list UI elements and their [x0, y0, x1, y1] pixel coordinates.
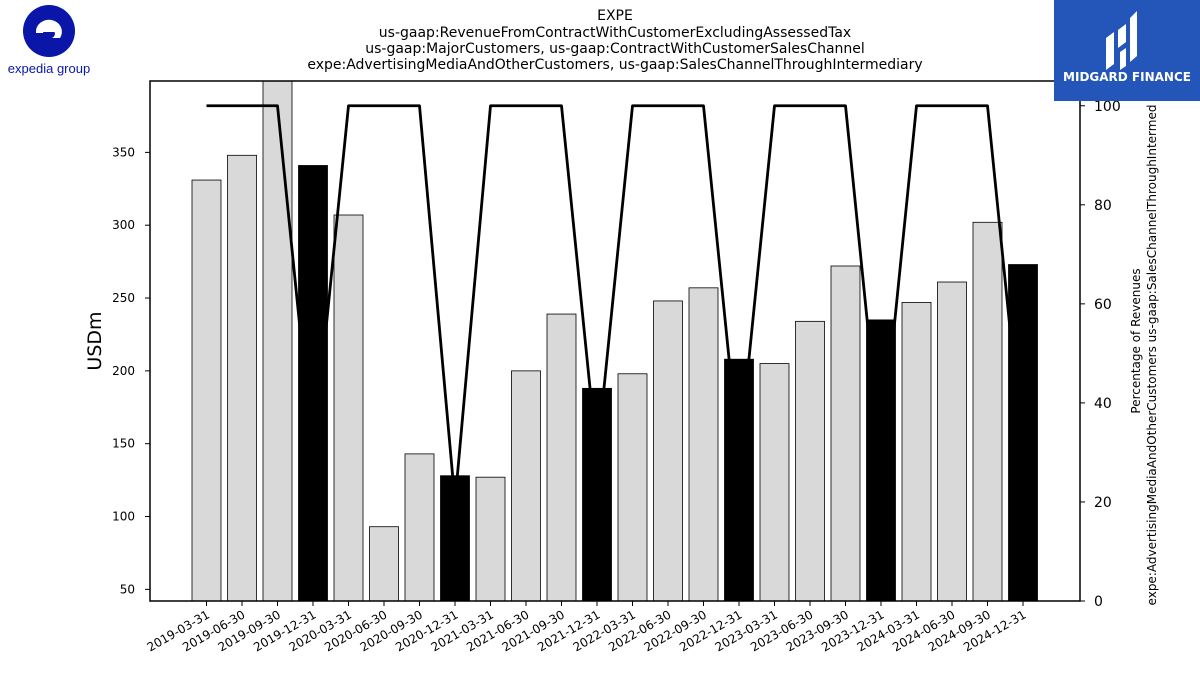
bar-2020-03-31 — [333, 214, 364, 601]
chart-title-line-3: us-gaap:MajorCustomers, us-gaap:Contract… — [365, 41, 865, 57]
bar-2023-09-30 — [830, 265, 861, 601]
bar-2022-12-31 — [724, 358, 754, 601]
y-left-tick-label-200: 200 — [112, 364, 135, 378]
bar-2019-03-31 — [191, 179, 222, 601]
y-left-tick-label-350: 350 — [112, 145, 135, 159]
bar-2021-12-31 — [582, 387, 612, 601]
bar-2022-06-30 — [653, 300, 683, 601]
chart-title: EXPE us-gaap:RevenueFromContractWithCust… — [307, 8, 922, 73]
y-axis-right: 0 20 40 60 80 100 — [1080, 99, 1121, 610]
bar-2021-09-30 — [546, 313, 577, 601]
bar-2019-09-30 — [262, 81, 293, 601]
plot-frame — [149, 80, 1081, 602]
bar-2022-09-30 — [688, 287, 719, 601]
y-axis-label-left: USDm — [84, 311, 106, 370]
y-right-tick-label-20: 20 — [1094, 495, 1112, 511]
chart-title-line-2: us-gaap:RevenueFromContractWithCustomerE… — [379, 25, 851, 41]
bar-2023-03-31 — [759, 363, 790, 601]
bar-2021-06-30 — [511, 370, 541, 601]
percentage-line-series — [206, 104, 1025, 504]
bar-2024-09-30 — [972, 221, 1003, 601]
y-left-tick-label-50: 50 — [120, 582, 135, 596]
x-axis: 2019-03-312019-06-302019-09-302019-12-31… — [145, 601, 1029, 654]
y-right-tick-label-60: 60 — [1094, 297, 1112, 313]
chart-title-line-1: EXPE — [597, 8, 633, 24]
bar-2022-03-31 — [617, 373, 648, 601]
y-right-tick-label-40: 40 — [1094, 396, 1112, 412]
y-axis-left: 50 100 150 200 250 300 350 — [112, 145, 150, 596]
y-left-tick-label-150: 150 — [112, 437, 135, 451]
y-right-tick-label-80: 80 — [1094, 198, 1112, 214]
expedia-e-logo-icon — [23, 5, 75, 57]
bar-2024-12-31 — [1008, 264, 1038, 601]
y-axis-label-right-line-1: Percentage of Revenues — [1129, 268, 1143, 413]
y-axis-label-right: Percentage of Revenues expe:AdvertisingM… — [1129, 105, 1159, 606]
bar-series — [191, 81, 1038, 601]
bar-2024-03-31 — [901, 302, 932, 601]
bar-2024-06-30 — [937, 281, 967, 601]
bar-2023-06-30 — [795, 320, 825, 601]
expedia-group-logo: expedia group — [0, 0, 100, 82]
expedia-group-logo-text: expedia group — [8, 61, 90, 76]
y-left-tick-label-100: 100 — [112, 510, 135, 524]
bar-2020-06-30 — [369, 526, 399, 601]
midgard-logo-background — [1054, 0, 1200, 101]
bar-2021-03-31 — [475, 476, 506, 601]
y-right-tick-label-0: 0 — [1094, 594, 1103, 610]
y-axis-label-right-line-2: expe:AdvertisingMediaAndOtherCustomers u… — [1145, 105, 1159, 606]
midgard-logo-text: MIDGARD FINANCE — [1063, 70, 1191, 84]
chart-title-line-4: expe:AdvertisingMediaAndOtherCustomers, … — [307, 57, 922, 73]
bar-2019-06-30 — [227, 154, 257, 601]
bar-2020-09-30 — [404, 453, 435, 601]
y-left-tick-label-300: 300 — [112, 218, 135, 232]
line-series-0 — [206, 104, 1025, 504]
y-right-tick-label-100: 100 — [1094, 99, 1121, 115]
midgard-logo-icon — [1106, 11, 1137, 70]
y-left-tick-label-250: 250 — [112, 291, 135, 305]
midgard-finance-logo: MIDGARD FINANCE — [1054, 0, 1200, 101]
bar-2019-12-31 — [298, 165, 328, 601]
